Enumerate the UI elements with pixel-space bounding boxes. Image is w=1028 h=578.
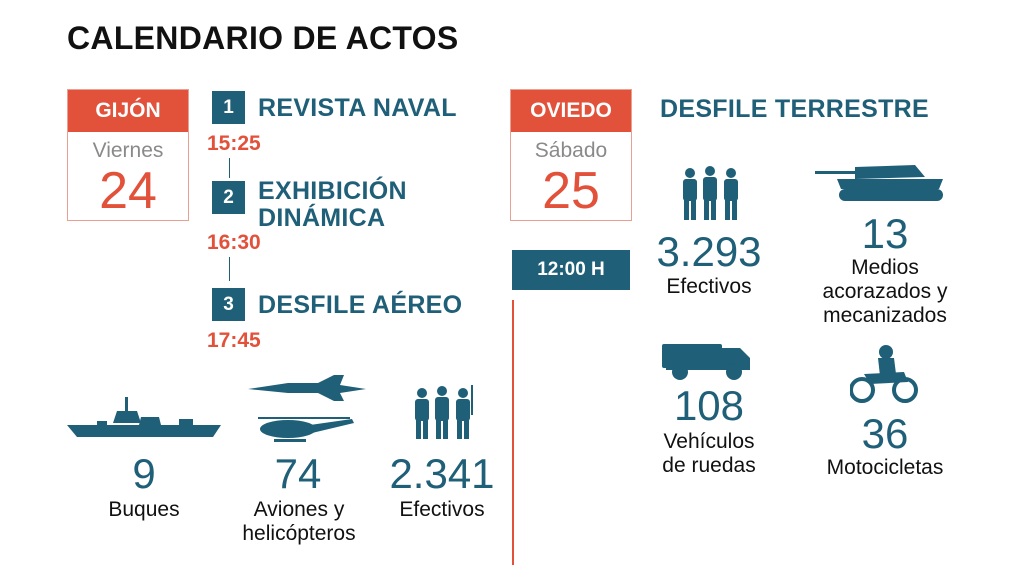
soldiers-icon (415, 385, 473, 439)
step-1-badge: 1 (212, 91, 245, 124)
soldiers-icon (683, 166, 738, 220)
motorcycle-label: Motocicletas (826, 456, 944, 479)
divider-line (512, 300, 514, 565)
armored-label-line3: mecanizados (823, 304, 947, 327)
aircraft-icon (248, 375, 366, 442)
oviedo-troops-label: Efectivos (666, 275, 752, 298)
aircraft-label: Aviones y helicópteros (224, 498, 374, 546)
oviedo-city: OVIEDO (511, 90, 631, 132)
aircraft-label-line2: helicópteros (242, 522, 356, 545)
step-3-time: 17:45 (207, 329, 261, 352)
motorcycle-count: 36 (861, 410, 909, 457)
ships-count: 9 (132, 450, 156, 497)
tank-icon (815, 165, 943, 201)
gijon-calendar: GIJÓN Viernes 24 (67, 89, 189, 221)
aircraft-count: 74 (274, 450, 322, 497)
armored-count: 13 (861, 210, 909, 257)
step-2-badge: 2 (212, 181, 245, 214)
gijon-troops-label: Efectivos (399, 498, 485, 521)
step-2-time: 16:30 (207, 231, 261, 254)
step-3-badge: 3 (212, 288, 245, 321)
armored-label: Medios acorazados y mecanizados (800, 256, 970, 328)
timeline-connector (229, 257, 230, 281)
armored-label-line2: acorazados y (822, 280, 948, 303)
step-1-time: 15:25 (207, 132, 261, 155)
gijon-troops-count: 2.341 (389, 450, 495, 497)
oviedo-time: 12:00 H (512, 250, 630, 290)
gijon-weekday: Viernes (92, 139, 164, 162)
ship-icon (67, 397, 221, 437)
wheeled-count: 108 (673, 382, 745, 429)
oviedo-weekday: Sábado (534, 139, 608, 162)
page-title: CALENDARIO DE ACTOS (67, 20, 459, 56)
truck-icon (662, 344, 750, 380)
step-1-title: REVISTA NAVAL (258, 94, 457, 122)
step-2-title-line1: EXHIBICIÓN (258, 177, 407, 205)
wheeled-label-line1: Vehículos (663, 430, 755, 453)
aircraft-label-line1: Aviones y (253, 498, 345, 521)
motorcycle-icon (850, 345, 918, 403)
oviedo-day: 25 (542, 162, 600, 220)
armored-label-line1: Medios (851, 256, 919, 279)
oviedo-calendar: OVIEDO Sábado 25 (510, 89, 632, 221)
gijon-day: 24 (99, 162, 157, 220)
wheeled-label-line2: de ruedas (662, 454, 756, 477)
step-3-title: DESFILE AÉREO (258, 291, 463, 319)
step-2-title-line2: DINÁMICA (258, 204, 386, 232)
section-title: DESFILE TERRESTRE (660, 95, 930, 123)
gijon-city: GIJÓN (68, 90, 188, 132)
timeline-connector (229, 158, 230, 178)
oviedo-troops-count: 3.293 (656, 228, 762, 275)
step-2-title: EXHIBICIÓN DINÁMICA (258, 178, 407, 232)
ships-label: Buques (108, 498, 180, 521)
wheeled-label: Vehículos de ruedas (634, 430, 784, 478)
